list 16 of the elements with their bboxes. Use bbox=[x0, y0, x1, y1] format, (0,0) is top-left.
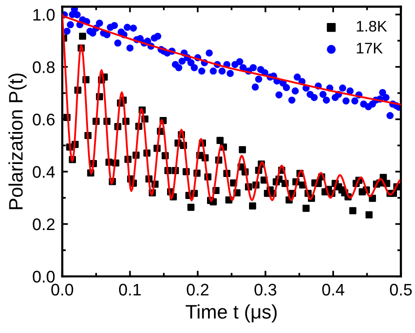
y-tick-label: 0.8 bbox=[32, 61, 55, 74]
x-tick-label: 0.2 bbox=[186, 284, 208, 296]
x-tick-label: 0.4 bbox=[322, 284, 344, 296]
legend-label: 1.8K bbox=[356, 20, 387, 32]
y-tick-label: 0.0 bbox=[32, 270, 55, 283]
y-axis-title: Polarization P(t) bbox=[8, 74, 27, 210]
x-axis-title: Time t (μs) bbox=[186, 304, 277, 323]
y-tick-label: 0.4 bbox=[32, 166, 55, 178]
x-tick-label: 0.1 bbox=[119, 284, 141, 296]
x-tick-label: 0.5 bbox=[390, 284, 412, 296]
y-tick-label: 0.6 bbox=[32, 114, 55, 126]
y-tick-label: 0.2 bbox=[32, 218, 54, 230]
x-tick-label: 0.3 bbox=[254, 284, 276, 296]
legend-label: 17K bbox=[356, 42, 383, 54]
y-tick-label: 1.0 bbox=[33, 8, 55, 21]
x-tick-label: 0.0 bbox=[51, 284, 74, 296]
